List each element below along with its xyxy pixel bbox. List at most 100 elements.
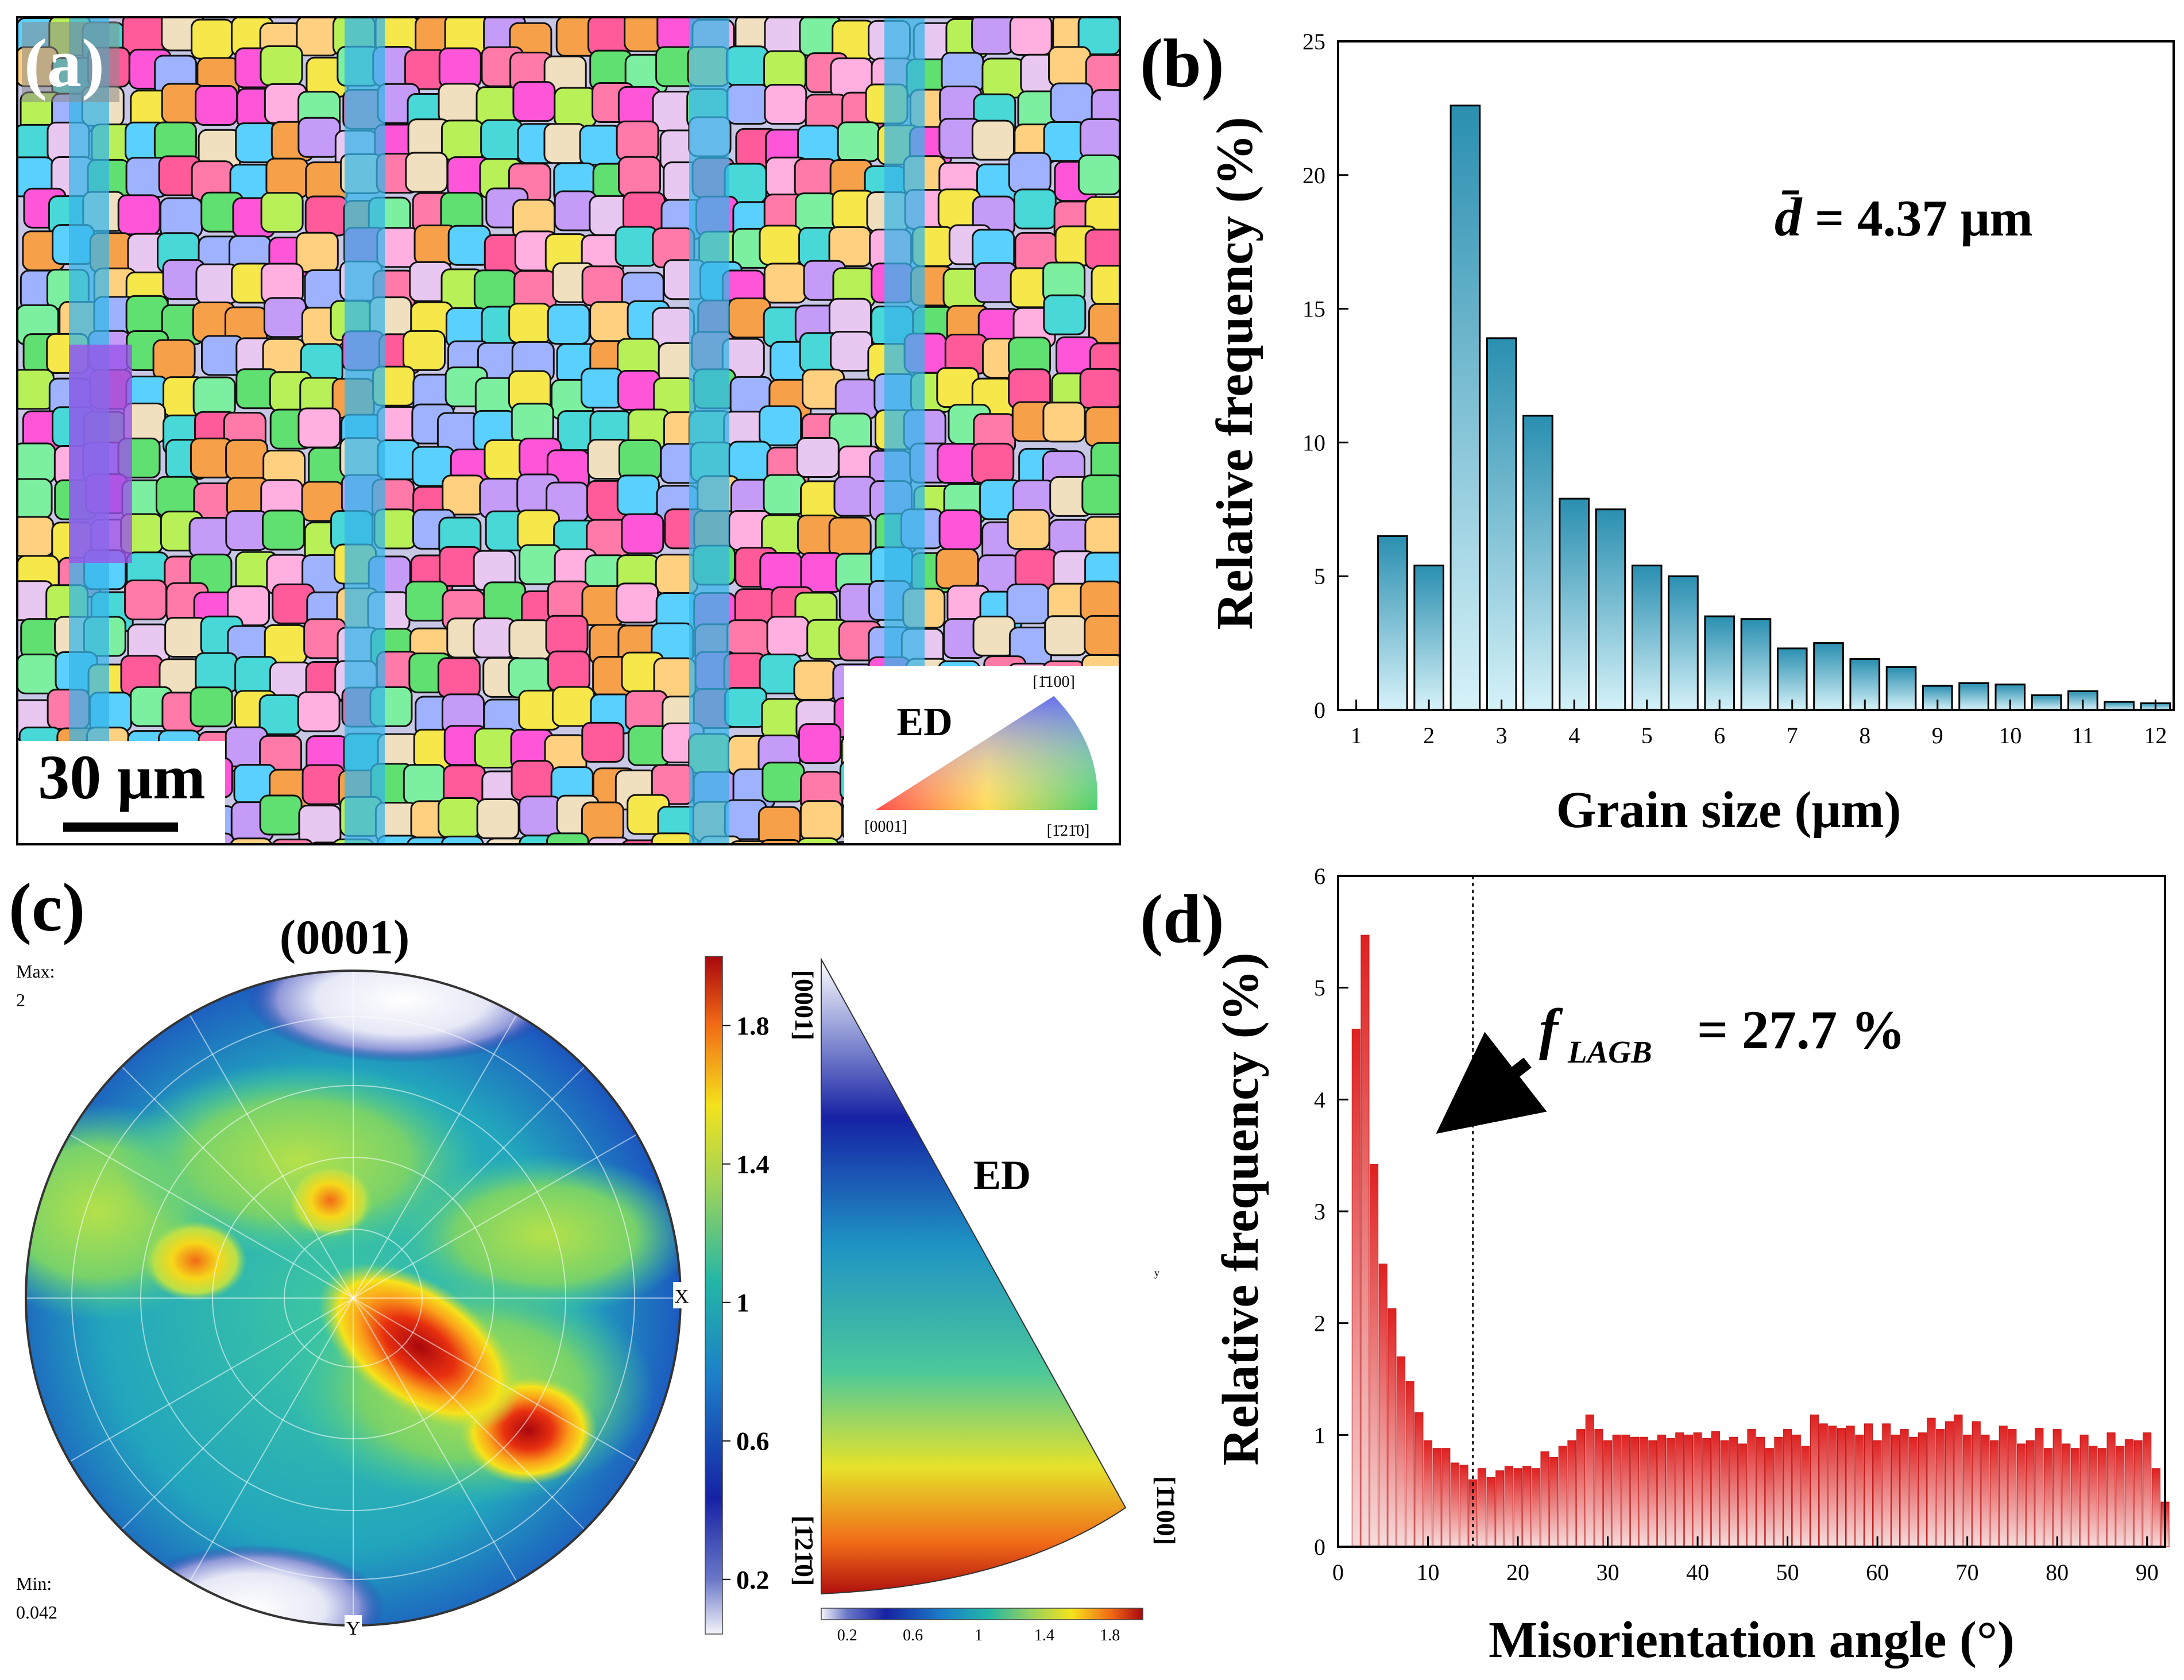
mean-grain-symbol: d̄ <box>1775 187 1803 248</box>
x-tick-label: 4 <box>1568 723 1580 748</box>
histogram-bar <box>1936 1429 1945 1547</box>
histogram-bar <box>1873 1440 1882 1547</box>
ipf-bottom-direction: [1̄21̄0] <box>790 1516 819 1586</box>
histogram-bar <box>1945 1421 1954 1547</box>
histogram-bar <box>1594 1429 1603 1547</box>
hbar-tick-label: 1.4 <box>1034 1627 1054 1644</box>
histogram-bar <box>1846 1426 1855 1547</box>
histogram-bar <box>1631 565 1663 711</box>
histogram-bar <box>1999 1426 2008 1547</box>
histogram-bar <box>1370 1164 1379 1547</box>
histogram-bar <box>1900 1429 1909 1547</box>
ipf-direction-label: ED <box>973 1152 1031 1198</box>
histogram-bar <box>1668 575 1699 711</box>
y-tick-label: 3 <box>1314 1199 1325 1225</box>
histogram-bar <box>1585 1414 1594 1547</box>
histogram-bar <box>1459 1465 1468 1547</box>
inverse-pole-figure: ED [0001] [1̄21̄0] [1̄100] y 0.2 0.6 1 1.4 1… <box>790 957 1181 1644</box>
histogram-bar <box>1576 1429 1586 1547</box>
x-tick-label: 9 <box>1932 723 1943 748</box>
histogram-bar <box>1740 618 1772 711</box>
histogram-bar <box>1522 415 1553 711</box>
panel-d-label: (d) <box>1140 880 1224 957</box>
x-tick-label: 12 <box>2144 723 2167 748</box>
ipf-key-label: ED <box>896 700 952 744</box>
histogram-bar <box>1819 1423 1828 1547</box>
ipf-right-direction: [1̄100] <box>1151 1476 1181 1545</box>
chart-d-xlabel: Misorientation angle (°) <box>1489 1612 2015 1669</box>
y-tick-label: 0 <box>1314 697 1325 723</box>
x-tick-label: 8 <box>1859 723 1870 748</box>
histogram-bar <box>1486 1477 1495 1547</box>
colorbar-tick-label: 1.4 <box>736 1150 770 1179</box>
histogram-bar <box>1387 1308 1397 1547</box>
histogram-bar <box>2031 694 2062 711</box>
pole-figure-title: (0001) <box>280 910 410 964</box>
histogram-bar <box>2089 1446 2098 1547</box>
x-tick-label: 1 <box>1351 723 1362 748</box>
y-tick-label: 1 <box>1314 1422 1325 1448</box>
histogram-bar <box>1855 1434 1864 1547</box>
histogram-bar <box>1540 1451 1549 1547</box>
x-tick-label: 5 <box>1641 723 1653 748</box>
histogram-bar <box>1720 1440 1729 1547</box>
panel-c-label: (c) <box>9 869 85 945</box>
x-tick-label: 10 <box>1417 1559 1440 1585</box>
hbar-tick-label: 0.2 <box>837 1627 857 1644</box>
histogram-bar <box>1612 1434 1621 1547</box>
histogram-bar <box>2151 1468 2160 1547</box>
y-tick-label: 6 <box>1314 863 1325 889</box>
ipf-top-direction: [0001] <box>790 970 819 1041</box>
histogram-bar <box>1477 1468 1486 1547</box>
histogram-bar <box>2035 1428 2044 1547</box>
histogram-bar <box>1684 1434 1693 1547</box>
histogram-bar <box>1595 508 1626 711</box>
histogram-bar <box>2143 1432 2152 1547</box>
pole-figure: X Y <box>25 970 690 1639</box>
histogram-bar <box>1513 1468 1522 1547</box>
histogram-bar <box>1783 1429 1792 1547</box>
x-tick-label: 30 <box>1597 1559 1619 1585</box>
colorbar-tick-label: 0.6 <box>736 1427 770 1456</box>
x-tick-label: 70 <box>1956 1559 1979 1585</box>
x-tick-label: 10 <box>1999 723 2021 748</box>
flagb-arrow <box>1436 1032 1547 1134</box>
x-tick-label: 80 <box>2046 1559 2069 1585</box>
x-tick-label: 3 <box>1496 723 1507 748</box>
histogram-bar <box>1621 1434 1630 1547</box>
histogram-bar <box>1559 497 1590 711</box>
histogram-bar <box>1450 1462 1460 1547</box>
histogram-bar <box>1486 337 1517 711</box>
x-tick-label: 0 <box>1332 1559 1344 1585</box>
histogram-bar <box>1729 1436 1738 1547</box>
histogram-bar <box>1360 934 1370 1547</box>
histogram-bar <box>1891 1434 1900 1547</box>
histogram-bar <box>1909 1436 1918 1547</box>
flagb-subscript: LAGB <box>1567 1034 1652 1069</box>
histogram-bar <box>1927 1418 1936 1547</box>
histogram-bar <box>1882 1423 1891 1547</box>
histogram-bar <box>1972 1421 1981 1547</box>
histogram-bar <box>1522 1466 1532 1547</box>
ipf-key-0001: [0001] <box>864 818 907 836</box>
histogram-bar <box>2025 1440 2035 1547</box>
histogram-bar <box>1639 1436 1648 1547</box>
histogram-bar <box>2079 1434 2089 1547</box>
histogram-bar <box>1603 1440 1613 1547</box>
histogram-bar <box>1648 1440 1657 1547</box>
histogram-bar <box>2062 1443 2071 1547</box>
x-tick-label: 50 <box>1776 1559 1799 1585</box>
hbar-tick-label: 0.6 <box>903 1627 923 1644</box>
histogram-bar <box>2104 701 2135 711</box>
histogram-bar <box>1837 1428 1846 1547</box>
y-tick-label: 4 <box>1314 1087 1325 1113</box>
histogram-bar <box>1792 1434 1801 1547</box>
histogram-bar <box>1432 1448 1441 1547</box>
pf-axis-y: Y <box>346 1618 361 1639</box>
x-tick-label: 11 <box>2072 723 2094 748</box>
histogram-bar <box>1495 1470 1505 1547</box>
histogram-bar <box>1567 1440 1576 1547</box>
histogram-bar <box>1504 1466 1513 1547</box>
histogram-bar <box>1630 1436 1640 1547</box>
